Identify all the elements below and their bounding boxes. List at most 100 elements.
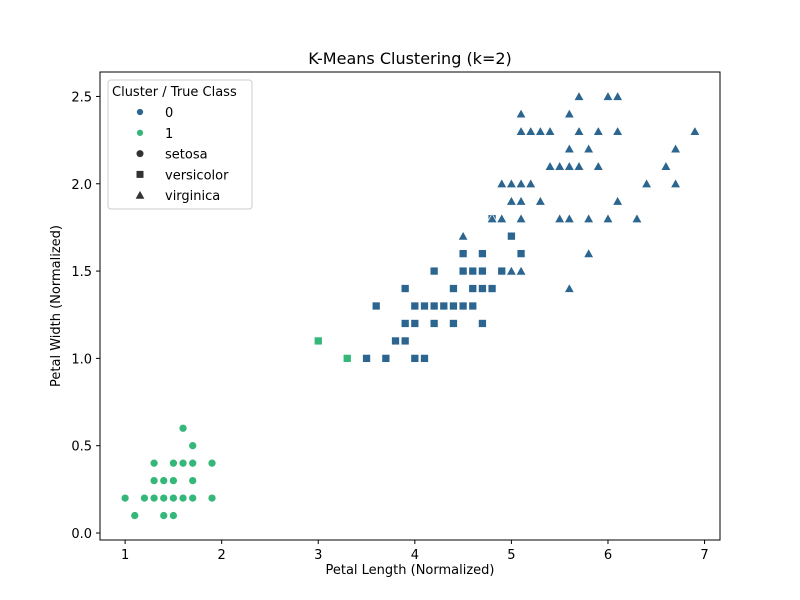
data-point-versicolor [449, 319, 458, 328]
data-point-setosa [169, 493, 178, 503]
chart-title: K-Means Clustering (k=2) [308, 49, 512, 68]
x-tick-label: 2 [218, 548, 226, 563]
legend-label-setosa: setosa [165, 148, 208, 163]
data-point-versicolor [391, 336, 400, 346]
legend-label-virginica: virginica [165, 189, 220, 204]
data-point-versicolor [400, 319, 410, 328]
data-point-virginica [515, 178, 527, 189]
data-point-setosa [178, 458, 188, 468]
data-point-versicolor [420, 301, 429, 311]
data-point-versicolor [420, 354, 429, 363]
data-point-versicolor [429, 301, 439, 311]
legend-marker-versicolor [136, 170, 144, 178]
x-tick-label: 5 [507, 548, 515, 563]
legend-marker-setosa [136, 150, 144, 158]
data-point-versicolor [371, 301, 381, 311]
data-point-setosa [149, 493, 159, 503]
x-tick-label: 6 [604, 548, 612, 563]
data-point-versicolor [439, 301, 449, 311]
data-point-virginica [525, 178, 537, 189]
x-tick-label: 3 [314, 548, 322, 563]
legend: Cluster / True Class 0 1 setosa versicolor vi… [107, 79, 253, 210]
data-point-virginica [631, 212, 643, 224]
data-point-virginica [515, 108, 527, 119]
data-point-virginica [515, 212, 527, 224]
x-axis-label: Petal Length (Normalized) [325, 563, 494, 578]
data-point-setosa [178, 493, 188, 503]
data-point-virginica [573, 160, 585, 171]
data-point-setosa [149, 476, 159, 485]
data-point-setosa [140, 493, 149, 503]
data-point-virginica [525, 125, 537, 136]
legend-label-versicolor: versicolor [165, 168, 229, 183]
data-point-versicolor [458, 249, 468, 258]
y-tick-label: 2.5 [71, 90, 92, 105]
data-point-virginica [563, 212, 575, 224]
data-point-virginica [612, 90, 624, 101]
y-tick-label: 2.0 [71, 178, 92, 193]
data-point-versicolor [313, 336, 323, 346]
data-point-virginica [515, 265, 527, 276]
y-tick-label: 0.5 [71, 440, 92, 455]
data-point-setosa [207, 458, 217, 468]
data-point-virginica [592, 125, 604, 136]
data-point-versicolor [478, 266, 487, 276]
data-point-virginica [669, 143, 682, 154]
x-tick-label: 1 [121, 548, 129, 563]
data-point-setosa [159, 476, 169, 485]
data-point-setosa [188, 493, 198, 503]
data-point-virginica [583, 247, 595, 258]
legend-label-0: 0 [165, 106, 173, 121]
data-point-setosa [169, 511, 178, 520]
data-point-versicolor [516, 249, 526, 258]
data-point-virginica [505, 178, 517, 189]
data-point-virginica [534, 125, 546, 136]
data-point-virginica [496, 212, 508, 224]
data-point-setosa [188, 458, 198, 468]
data-point-virginica [602, 90, 614, 101]
data-point-setosa [188, 441, 198, 451]
data-point-versicolor [468, 266, 478, 276]
legend-label-1: 1 [165, 127, 173, 142]
data-point-virginica [554, 212, 566, 224]
data-point-versicolor [468, 284, 478, 293]
data-point-versicolor [458, 266, 468, 276]
data-point-virginica [612, 125, 624, 136]
data-point-versicolor [400, 284, 410, 293]
data-point-versicolor [497, 266, 507, 276]
data-point-versicolor [478, 284, 487, 293]
data-point-setosa [149, 458, 159, 468]
data-point-virginica [592, 160, 604, 171]
data-point-setosa [159, 493, 169, 503]
data-point-virginica [689, 125, 701, 136]
x-tick-label: 4 [411, 548, 419, 563]
x-tick-label: 7 [700, 548, 708, 563]
data-point-virginica [583, 143, 595, 154]
data-point-virginica [563, 143, 575, 154]
data-point-setosa [130, 511, 140, 520]
data-point-virginica [573, 125, 585, 136]
y-axis: 0.0 0.5 1.0 1.5 2.0 2.5 [71, 90, 100, 542]
legend-marker-0 [136, 108, 144, 116]
data-point-virginica [583, 212, 595, 224]
data-points [120, 90, 701, 520]
data-point-virginica [486, 212, 498, 224]
legend-marker-1 [136, 128, 144, 137]
data-point-versicolor [410, 354, 420, 363]
data-point-setosa [159, 511, 169, 520]
data-point-virginica [563, 282, 575, 293]
data-point-virginica [534, 195, 546, 206]
data-point-versicolor [478, 319, 487, 328]
data-point-versicolor [429, 319, 439, 328]
data-point-versicolor [410, 319, 420, 328]
data-point-virginica [669, 178, 682, 189]
data-point-virginica [515, 195, 527, 206]
x-axis: 1 2 3 4 5 6 7 [121, 540, 709, 563]
data-point-versicolor [381, 354, 391, 363]
data-point-setosa [169, 476, 178, 485]
data-point-versicolor [362, 354, 371, 363]
plot-frame [99, 71, 721, 541]
data-point-virginica [602, 212, 614, 224]
data-point-setosa [178, 423, 188, 433]
